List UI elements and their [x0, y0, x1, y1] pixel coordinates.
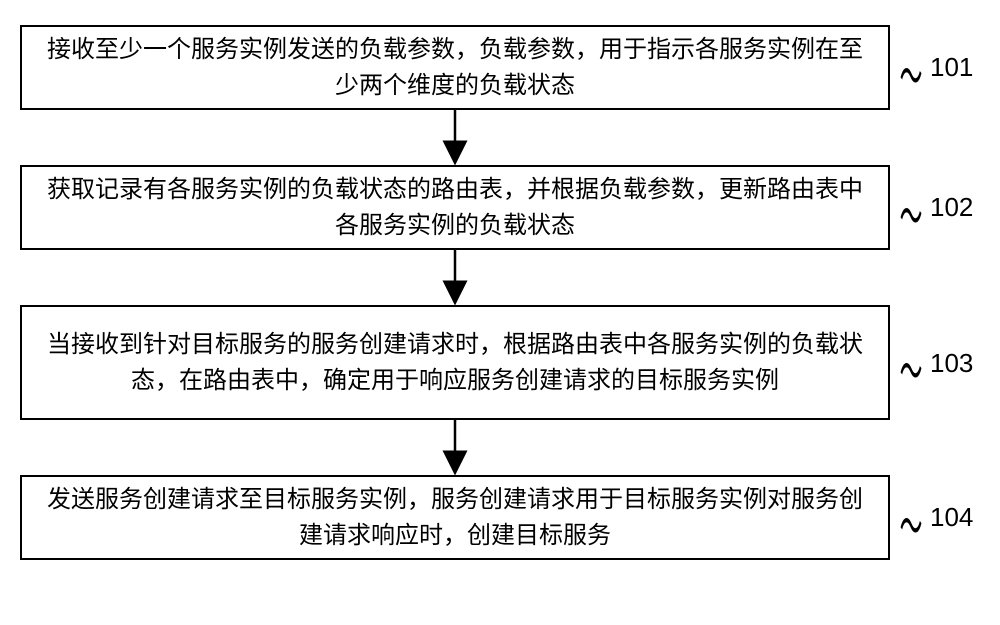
step-box-3: 当接收到针对目标服务的服务创建请求时，根据路由表中各服务实例的负载状态，在路由表… — [20, 305, 890, 420]
brace-2: 〜 — [900, 174, 923, 251]
flowchart-canvas: 接收至少一个服务实例发送的负载参数，负载参数，用于指示各服务实例在至少两个维度的… — [0, 0, 1000, 625]
step-box-1: 接收至少一个服务实例发送的负载参数，负载参数，用于指示各服务实例在至少两个维度的… — [20, 25, 890, 110]
step-text-2: 获取记录有各服务实例的负载状态的路由表，并根据负载参数，更新路由表中各服务实例的… — [38, 172, 872, 244]
step-text-1: 接收至少一个服务实例发送的负载参数，负载参数，用于指示各服务实例在至少两个维度的… — [38, 32, 872, 104]
brace-1: 〜 — [900, 34, 923, 111]
step-label-3: 103 — [930, 348, 973, 379]
step-box-4: 发送服务创建请求至目标服务实例，服务创建请求用于目标服务实例对服务创建请求响应时… — [20, 475, 890, 560]
step-label-4: 104 — [930, 502, 973, 533]
brace-4: 〜 — [900, 484, 923, 561]
step-label-1: 101 — [930, 52, 973, 83]
step-label-2: 102 — [930, 192, 973, 223]
brace-3: 〜 — [900, 329, 923, 406]
step-box-2: 获取记录有各服务实例的负载状态的路由表，并根据负载参数，更新路由表中各服务实例的… — [20, 165, 890, 250]
step-text-3: 当接收到针对目标服务的服务创建请求时，根据路由表中各服务实例的负载状态，在路由表… — [38, 327, 872, 399]
step-text-4: 发送服务创建请求至目标服务实例，服务创建请求用于目标服务实例对服务创建请求响应时… — [38, 482, 872, 554]
